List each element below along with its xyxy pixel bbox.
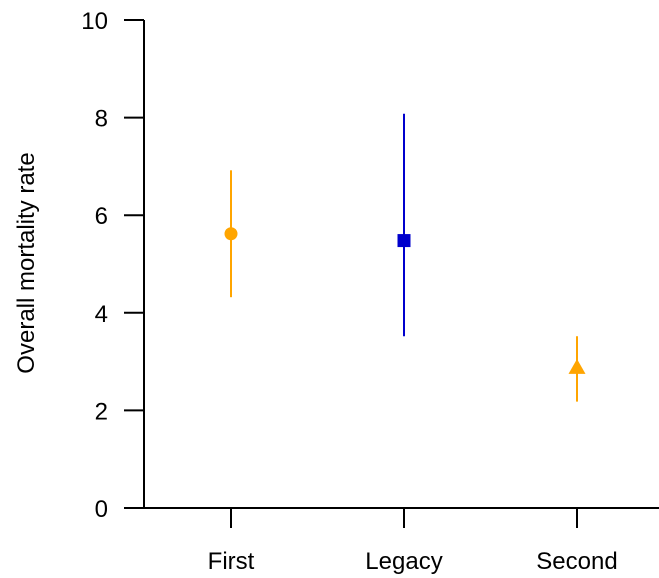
y-tick-label: 10: [81, 8, 108, 35]
y-tick-label: 0: [95, 496, 108, 523]
y-tick-label: 2: [95, 398, 108, 425]
x-tick-label: Second: [536, 548, 617, 575]
data-point-square: [397, 234, 411, 248]
y-tick-label: 6: [95, 203, 108, 230]
y-axis-title: Overall mortality rate: [13, 152, 40, 373]
x-tick-label: First: [208, 548, 255, 575]
y-ticks: 0 2 4 6 8 10: [81, 8, 144, 523]
data-point-circle: [224, 227, 238, 241]
x-tick-label: Legacy: [365, 548, 442, 575]
data-marks: [224, 113, 586, 402]
data-point-triangle: [568, 358, 586, 374]
x-ticks: First Legacy Second: [208, 508, 618, 575]
y-tick-label: 4: [95, 301, 108, 328]
y-tick-label: 8: [95, 106, 108, 133]
axes: [143, 20, 659, 509]
